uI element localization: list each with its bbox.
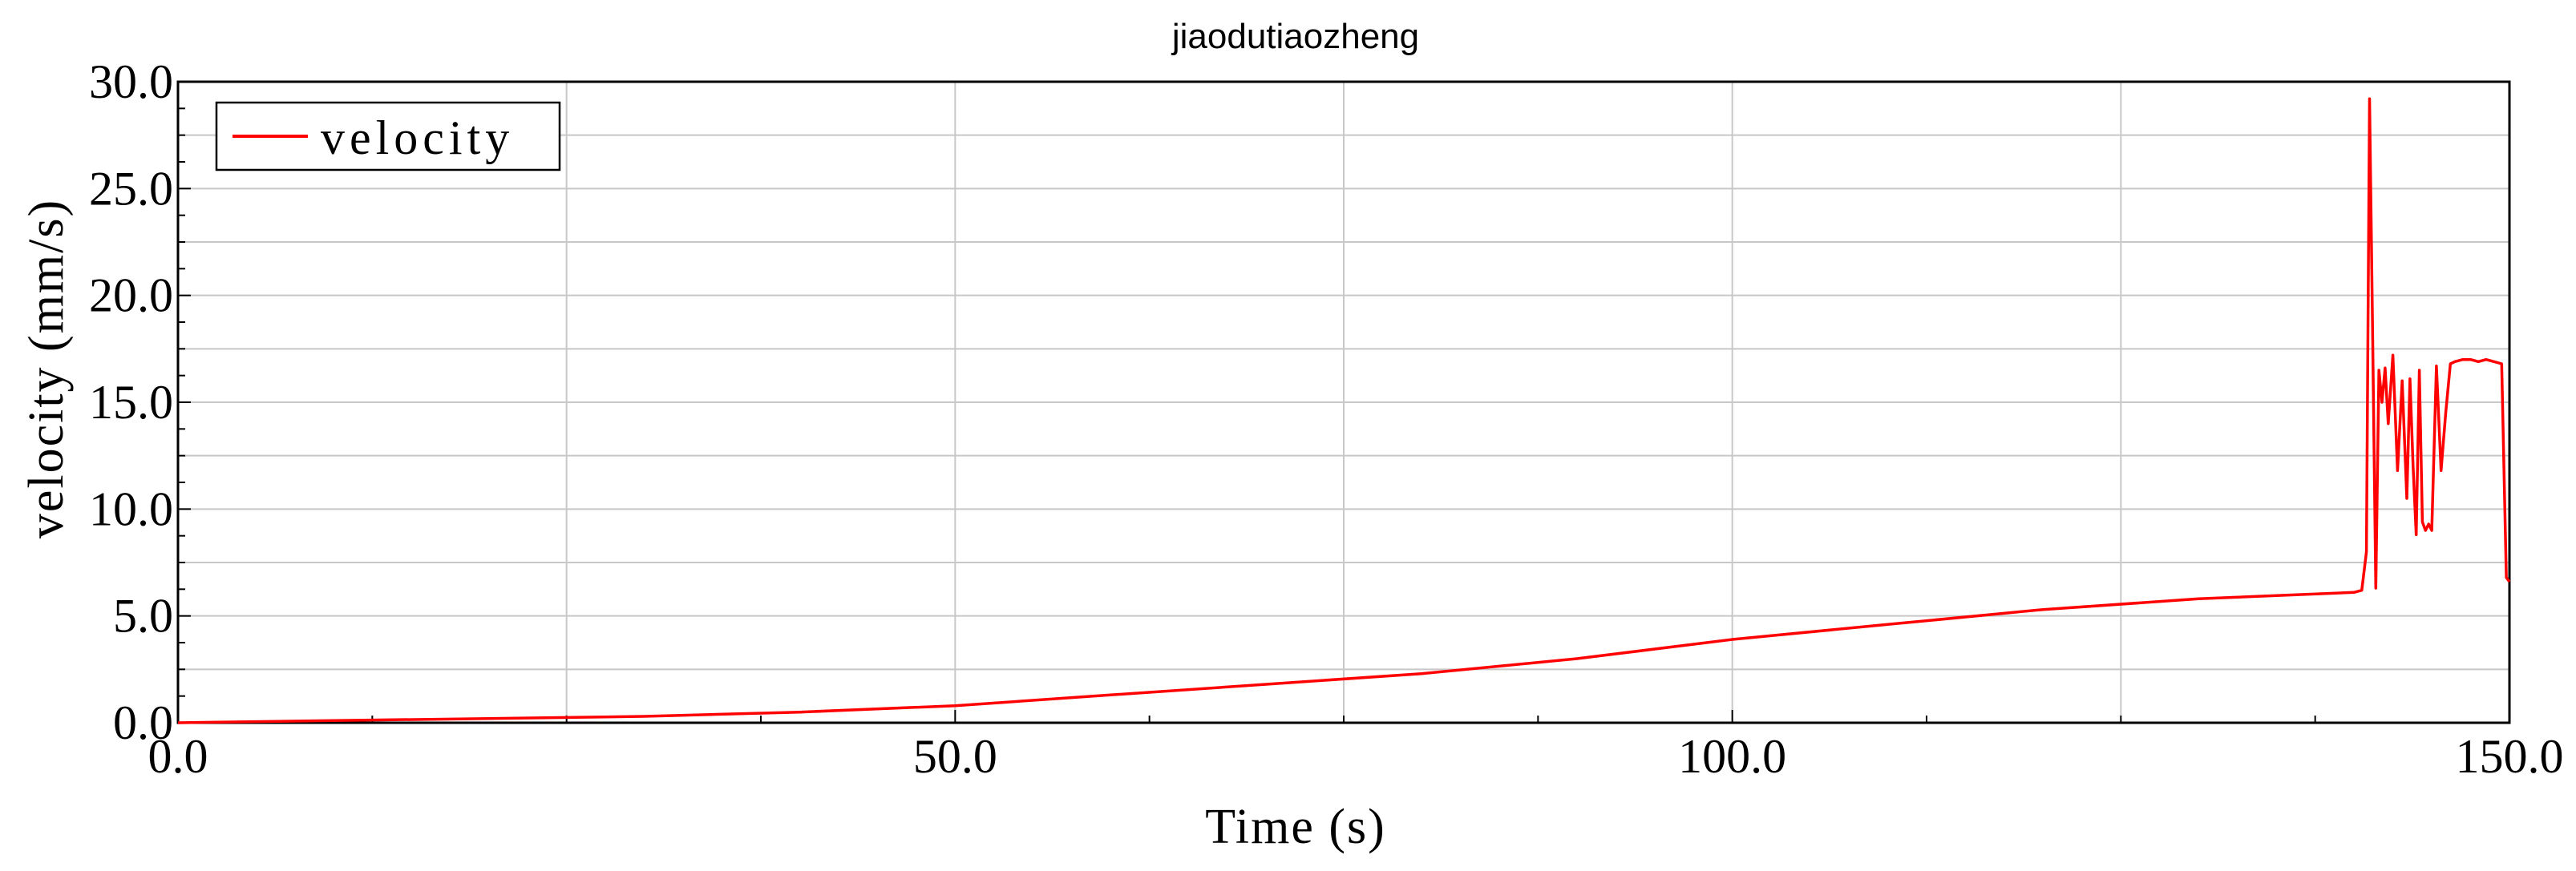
y-tick-label: 15.0	[89, 376, 173, 429]
y-tick-label: 30.0	[89, 55, 173, 108]
y-tick-label: 0.0	[113, 696, 173, 749]
x-axis-ticks: 0.0 50.0 100.0 150.0	[148, 730, 2564, 783]
y-axis-ticks: 0.0 5.0 10.0 15.0 20.0 25.0 30.0	[89, 55, 173, 749]
series-line-velocity	[177, 97, 2511, 724]
x-tick-label: 50.0	[913, 730, 997, 783]
plot-area-frame	[176, 80, 2511, 724]
x-axis-label: Time (s)	[1205, 800, 1386, 854]
legend-label-velocity: velocity	[321, 111, 514, 164]
grid-lines	[178, 82, 2509, 723]
x-tick-label: 150.0	[2456, 730, 2564, 783]
x-tick-label: 0.0	[148, 730, 208, 783]
y-tick-label: 20.0	[89, 269, 173, 322]
y-tick-label: 5.0	[113, 590, 173, 643]
x-tick-label: 100.0	[1678, 730, 1786, 783]
chart-title: jiaodutiaozheng	[1171, 17, 1419, 56]
y-tick-label: 25.0	[89, 162, 173, 215]
y-tick-label: 10.0	[89, 482, 173, 535]
y-axis-label: velocity (mm/s)	[19, 199, 74, 538]
legend: velocity	[215, 101, 561, 171]
